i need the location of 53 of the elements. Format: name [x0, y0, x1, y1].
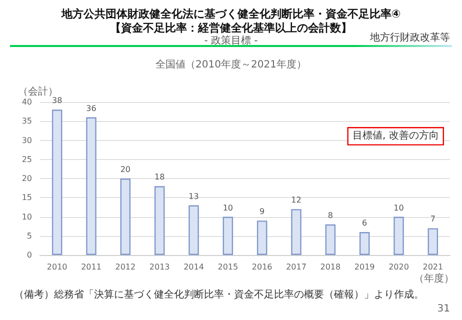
- x-tick-label: 2018: [320, 262, 341, 272]
- x-tick-label: 2011: [81, 262, 102, 272]
- text: 31: [437, 304, 450, 314]
- y-tick-label: 35: [22, 116, 32, 126]
- x-tick-label: 2016: [252, 262, 272, 272]
- y-tick-label: 25: [22, 154, 32, 164]
- data-label: 36: [86, 104, 96, 113]
- x-tick-label: 2020: [388, 262, 409, 272]
- data-label: 10: [222, 203, 234, 212]
- bar: [359, 232, 370, 255]
- x-axis-title: （年度）: [414, 272, 454, 284]
- x-tick-label: 2021: [422, 262, 444, 272]
- chart-subtitle: - 政策目標 -: [204, 34, 258, 46]
- text: 全国値（2010年度～2021年度）: [156, 58, 306, 70]
- x-tick-label: 2019: [354, 262, 375, 272]
- data-label: 6: [362, 218, 368, 228]
- y-tick-label: 5: [26, 231, 32, 240]
- y-tick-label: 0: [26, 250, 32, 260]
- x-tick-label: 2012: [115, 262, 136, 272]
- bar: [120, 178, 131, 255]
- data-label: 10: [394, 203, 404, 212]
- data-label: 12: [291, 196, 302, 205]
- y-tick-label: 15: [22, 193, 32, 202]
- data-label: 13: [188, 192, 199, 201]
- x-tick-label: 2015: [218, 262, 238, 272]
- text: 地方行財政改革等: [369, 32, 450, 44]
- bar: [86, 117, 96, 255]
- data-label: 38: [52, 96, 62, 106]
- bar: [394, 216, 404, 255]
- bar: [188, 205, 199, 255]
- data-label: 18: [154, 172, 165, 182]
- y-tick-label: 30: [22, 136, 32, 145]
- x-tick-label: 2017: [286, 262, 306, 272]
- y-tick-label: 20: [22, 174, 32, 183]
- bar: [256, 220, 268, 255]
- y-tick-label: 10: [22, 212, 32, 222]
- annotation: 目標値, 改善の方向: [352, 130, 439, 142]
- bar: [325, 224, 336, 255]
- y-tick-label: 40: [22, 98, 32, 106]
- x-tick-label: 2014: [184, 262, 204, 272]
- x-tick-label: 2013: [149, 262, 170, 272]
- bar: [291, 209, 302, 255]
- data-label: 20: [120, 165, 131, 174]
- bar: [428, 228, 438, 255]
- y-axis-title: （会計）: [18, 86, 58, 98]
- data-label: 7: [430, 214, 436, 224]
- x-tick-label: 2010: [46, 262, 68, 272]
- data-label: 9: [260, 207, 265, 216]
- text: （備考）総務省「決算に基づく健全化判断比率・資金不足比率の概要（確報）」より作成。: [14, 288, 424, 300]
- data-label: 8: [328, 210, 333, 220]
- bar: [52, 110, 62, 255]
- bar: [222, 216, 234, 255]
- bar: [154, 186, 165, 255]
